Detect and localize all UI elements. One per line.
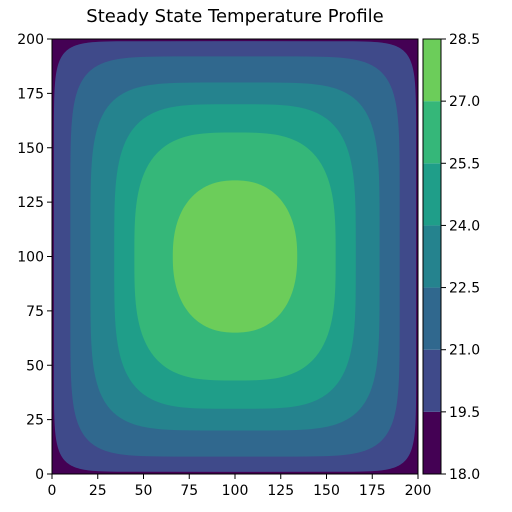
x-tick-label: 200: [405, 483, 432, 499]
plot-area: [51, 38, 419, 475]
chart-title: Steady State Temperature Profile: [86, 6, 384, 27]
y-tick-label: 100: [17, 250, 44, 266]
y-axis: 0 25 50 75 100 125 150 175 200: [17, 32, 52, 483]
y-tick-label: 0: [35, 467, 44, 483]
colorbar-segment: [423, 411, 441, 474]
colorbar-segment: [423, 163, 441, 226]
x-tick-label: 50: [135, 483, 153, 499]
colorbar-segment: [423, 101, 441, 164]
x-tick-label: 100: [222, 483, 249, 499]
colorbar-tick-label: 27.0: [449, 94, 480, 110]
colorbar-segment: [423, 225, 441, 288]
colorbar-tick-label: 22.5: [449, 281, 480, 297]
y-tick-label: 75: [26, 304, 44, 320]
y-tick-label: 50: [26, 358, 44, 374]
colorbar-tick-label: 21.0: [449, 343, 480, 359]
x-tick-label: 150: [313, 483, 340, 499]
y-tick-label: 125: [17, 195, 44, 211]
y-tick-label: 200: [17, 32, 44, 48]
y-tick-label: 175: [17, 86, 44, 102]
x-axis: 0 25 50 75 100 125 150 175 200: [48, 474, 432, 499]
colorbar-segment: [423, 349, 441, 412]
y-tick-label: 25: [26, 413, 44, 429]
y-tick-label: 150: [17, 141, 44, 157]
colorbar-tick-label: 25.5: [449, 156, 480, 172]
colorbar-tick-label: 24.0: [449, 218, 480, 234]
x-tick-label: 125: [267, 483, 294, 499]
x-tick-label: 25: [89, 483, 107, 499]
x-tick-label: 0: [48, 483, 57, 499]
colorbar-tick-label: 28.5: [449, 32, 480, 48]
colorbar: 18.0 19.5 21.0 22.5 24.0 25.5 27.0 28.5: [422, 32, 480, 483]
colorbar-tick-label: 19.5: [449, 405, 480, 421]
colorbar-tick-label: 18.0: [449, 467, 480, 483]
contour-band-27.0: [172, 180, 298, 333]
x-tick-label: 175: [359, 483, 386, 499]
colorbar-segment: [423, 287, 441, 350]
colorbar-segment: [423, 39, 441, 102]
colorbar-frame: [422, 38, 442, 475]
x-tick-label: 75: [180, 483, 198, 499]
